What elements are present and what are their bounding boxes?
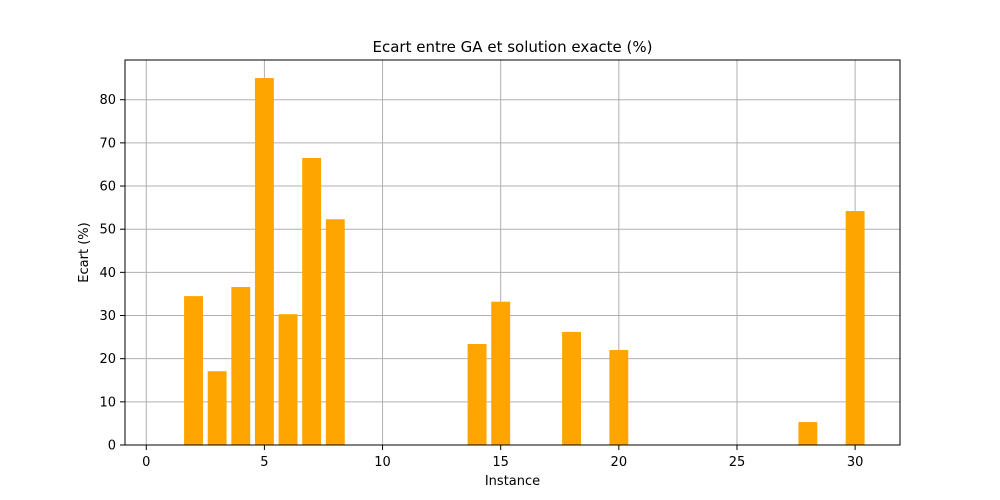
- y-tick-label: 10: [99, 395, 116, 410]
- bar-instance-20: [609, 350, 629, 445]
- x-axis-label: Instance: [485, 474, 540, 489]
- x-tick-label: 20: [611, 455, 628, 470]
- bar-instance-15: [491, 301, 511, 445]
- bar-instance-4: [231, 287, 251, 445]
- x-tick-label: 30: [847, 455, 864, 470]
- y-axis-label: Ecart (%): [77, 222, 92, 282]
- x-tick-label: 25: [729, 455, 746, 470]
- y-tick-label: 80: [99, 93, 116, 108]
- x-tick-label: 10: [374, 455, 391, 470]
- y-tick-label: 0: [108, 439, 116, 454]
- ticks: 0 5 10 15 20 25 30 0 10 20 30 40 50 60 70 80: [99, 93, 863, 470]
- bar-instance-3: [207, 371, 227, 445]
- plot-frame: [124, 59, 901, 446]
- x-tick-label: 0: [142, 455, 150, 470]
- bar-instance-14: [467, 344, 487, 445]
- x-tick-label: 5: [260, 455, 268, 470]
- bar-instance-5: [254, 78, 274, 445]
- bar-instance-8: [325, 219, 345, 445]
- bar-instance-18: [562, 331, 582, 445]
- y-tick-label: 60: [99, 180, 116, 195]
- y-tick-label: 50: [99, 223, 116, 238]
- bar-instance-7: [302, 157, 322, 446]
- chart-title: Ecart entre GA et solution exacte (%): [373, 38, 653, 56]
- y-tick-label: 40: [99, 266, 116, 281]
- bar-instance-6: [278, 314, 298, 445]
- y-tick-label: 30: [99, 309, 116, 324]
- grid: [125, 60, 900, 446]
- bars: [184, 78, 865, 446]
- x-tick-label: 15: [492, 455, 509, 470]
- y-tick-label: 70: [99, 136, 116, 151]
- bar-instance-30: [845, 211, 865, 445]
- bar-instance-2: [184, 296, 203, 445]
- bar-instance-28: [798, 422, 818, 445]
- y-tick-label: 20: [99, 352, 116, 367]
